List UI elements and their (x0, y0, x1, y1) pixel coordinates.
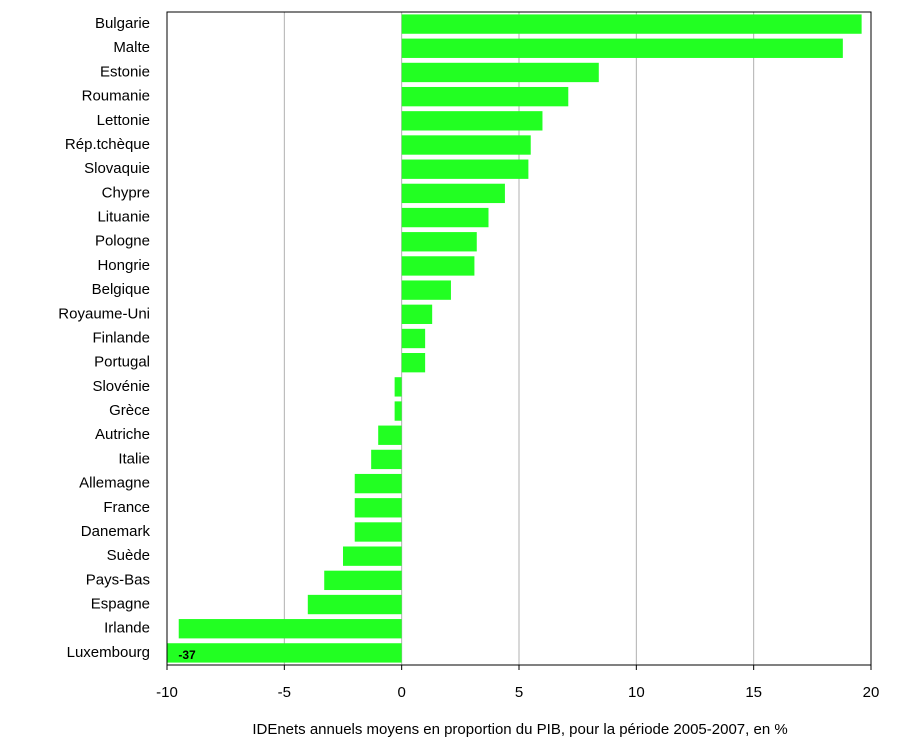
bar (394, 377, 402, 397)
y-tick-label: Finlande (92, 329, 150, 346)
bar (401, 38, 843, 58)
y-tick-label: Chypre (102, 184, 150, 201)
bar (401, 304, 433, 324)
y-tick-label: Pologne (95, 233, 150, 250)
bar (401, 62, 599, 83)
y-tick-label: Roumanie (82, 88, 150, 105)
y-tick-label: Royaume-Uni (58, 305, 150, 322)
bar (401, 232, 477, 252)
bar (401, 86, 569, 107)
y-tick-label: Belgique (92, 281, 150, 298)
x-tick-label: 20 (863, 684, 880, 701)
bar (371, 449, 402, 470)
bar (307, 594, 402, 615)
plot-border (166, 11, 872, 666)
x-tick-label: 0 (397, 684, 405, 701)
bar (354, 498, 402, 518)
bar (167, 643, 402, 663)
y-tick-label: Slovénie (92, 378, 150, 395)
y-tick-label: Allemagne (79, 475, 150, 492)
x-axis-title: IDEnets annuels moyens en proportion du … (252, 721, 787, 738)
y-tick-label: Autriche (95, 426, 150, 443)
bar (324, 570, 402, 591)
x-tick-label: 5 (515, 684, 523, 701)
bar (178, 619, 402, 639)
bar (401, 14, 862, 34)
y-tick-label: Estonie (100, 63, 150, 80)
y-tick-label: Irlande (104, 620, 150, 637)
y-tick-label: Danemark (81, 523, 151, 540)
bar (394, 401, 402, 421)
y-tick-label: Lituanie (97, 209, 150, 226)
bar (354, 473, 402, 494)
bar (401, 135, 531, 155)
y-tick-label: Portugal (94, 354, 150, 371)
bar (401, 353, 426, 373)
x-tick-label: -5 (278, 684, 291, 701)
bar (354, 522, 402, 542)
bar (401, 111, 543, 131)
y-tick-label: Luxembourg (67, 644, 150, 661)
bar-value-label: -37 (178, 648, 196, 662)
bar (401, 256, 475, 276)
y-tick-label: Espagne (91, 596, 150, 613)
bar (401, 280, 451, 300)
y-tick-label: Grèce (109, 402, 150, 419)
bar (401, 207, 489, 228)
bar (378, 425, 402, 445)
y-tick-label: Italie (118, 450, 150, 467)
bar (401, 183, 505, 204)
y-tick-label: France (103, 499, 150, 516)
y-tick-label: Hongrie (97, 257, 150, 274)
x-tick-label: 15 (745, 684, 762, 701)
bar (401, 159, 529, 179)
bar (343, 546, 402, 566)
y-tick-label: Malte (113, 39, 150, 56)
x-tick-label: 10 (628, 684, 645, 701)
bar (401, 328, 426, 349)
y-tick-label: Slovaquie (84, 160, 150, 177)
y-tick-label: Lettonie (97, 112, 150, 129)
y-tick-label: Rép.tchèque (65, 136, 150, 153)
y-tick-label: Suède (107, 547, 150, 564)
y-tick-label: Pays-Bas (86, 571, 150, 588)
x-tick-label: -10 (156, 684, 178, 701)
y-tick-label: Bulgarie (95, 15, 150, 32)
